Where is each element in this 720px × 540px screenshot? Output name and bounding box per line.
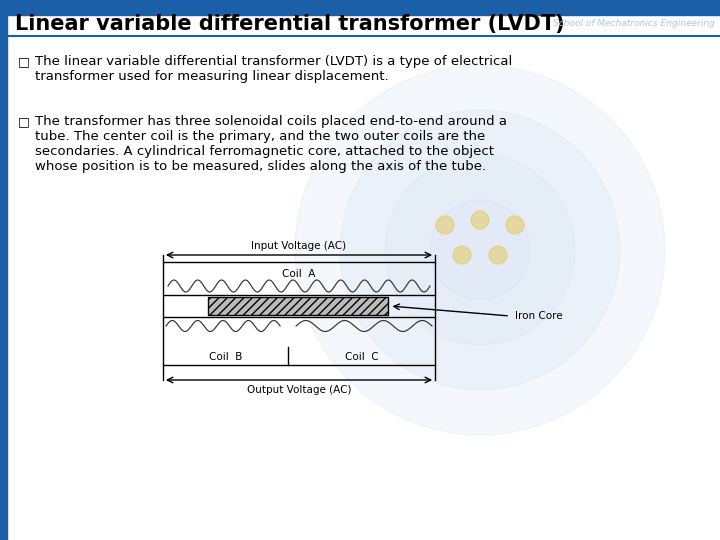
Circle shape: [453, 246, 471, 264]
Text: Iron Core: Iron Core: [515, 311, 562, 321]
Text: School of Mechatronics Engineering: School of Mechatronics Engineering: [553, 19, 715, 29]
Text: Coil  A: Coil A: [282, 269, 315, 279]
Text: The transformer has three solenoidal coils placed end-to-end around a
tube. The : The transformer has three solenoidal coi…: [35, 115, 507, 173]
Circle shape: [436, 216, 454, 234]
Text: Output Voltage (AC): Output Voltage (AC): [247, 385, 351, 395]
Bar: [163, 317, 435, 365]
Text: Input Voltage (AC): Input Voltage (AC): [251, 241, 346, 251]
Text: □: □: [18, 115, 30, 128]
Circle shape: [385, 155, 575, 345]
Circle shape: [340, 110, 620, 390]
Circle shape: [506, 216, 524, 234]
Text: □: □: [18, 55, 30, 68]
Circle shape: [430, 200, 530, 300]
Bar: [0, 0, 720, 15]
Bar: [208, 297, 387, 315]
Circle shape: [489, 246, 507, 264]
Text: Linear variable differential transformer (LVDT): Linear variable differential transformer…: [15, 14, 564, 34]
Text: Coil  C: Coil C: [345, 352, 379, 362]
Text: Coil  B: Coil B: [209, 352, 242, 362]
Circle shape: [471, 211, 489, 229]
Circle shape: [295, 65, 665, 435]
Bar: [0, 15, 7, 540]
Text: The linear variable differential transformer (LVDT) is a type of electrical
tran: The linear variable differential transfo…: [35, 55, 512, 83]
Bar: [163, 262, 435, 295]
